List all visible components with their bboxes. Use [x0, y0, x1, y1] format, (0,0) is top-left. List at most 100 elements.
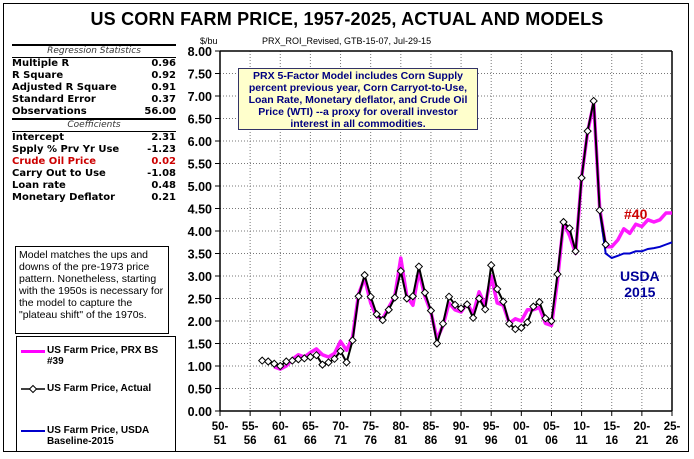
data-point-actual [336, 346, 345, 356]
coefficients-header: Coefficients [12, 120, 176, 132]
data-point-actual [270, 359, 279, 368]
x-tick-label: 71 [334, 435, 347, 447]
y-tick-label: 4.50 [188, 203, 212, 217]
y-axis-unit-label: $/bu [200, 36, 218, 46]
y-tick-label: 7.00 [188, 90, 212, 104]
x-tick-label: 26 [666, 435, 679, 447]
data-point-actual [577, 173, 586, 183]
coef-value: -1.23 [147, 144, 176, 155]
y-tick-label: 3.50 [188, 248, 212, 262]
coef-label: Intercept [12, 132, 64, 143]
coef-row: Loan rate 0.48 [12, 180, 176, 192]
coef-label: Spply % Prv Yr Use [12, 144, 120, 155]
x-tick-label: 85- [423, 421, 440, 433]
stat-label: Standard Error [12, 94, 96, 105]
stat-value: 0.91 [151, 82, 176, 93]
data-point-actual [432, 339, 442, 348]
chart-title: US CORN FARM PRICE, 1957-2025, ACTUAL AN… [90, 9, 604, 29]
stat-value: 56.00 [144, 106, 176, 117]
usda-2015-annotation: USDA 2015 [620, 268, 660, 300]
coef-value: 0.21 [151, 192, 176, 203]
x-tick-label: 65- [302, 421, 319, 433]
data-point-actual [342, 358, 351, 367]
data-point-actual [541, 314, 550, 323]
series-line-actual [262, 100, 607, 368]
legend-item-actual: US Farm Price, Actual [21, 383, 151, 394]
x-tick-label: 91 [455, 435, 468, 447]
stat-row: Standard Error 0.37 [12, 94, 176, 106]
stat-label: Adjusted R Square [12, 82, 117, 93]
data-point-actual [396, 266, 406, 276]
x-tick-label: 05- [543, 421, 560, 433]
y-tick-label: 6.50 [188, 113, 212, 127]
regression-statistics-header: Regression Statistics [12, 44, 176, 58]
x-tick-label: 60- [272, 421, 289, 433]
x-tick-label: 10- [573, 421, 590, 433]
coef-row: Spply % Prv Yr Use -1.23 [12, 144, 176, 156]
stat-label: Observations [12, 106, 87, 117]
x-tick-label: 55- [242, 421, 259, 433]
x-tick-label: 51 [214, 435, 227, 447]
legend-label: US Farm Price, USDA Baseline-2015 [47, 425, 149, 447]
x-tick-label: 21 [635, 435, 648, 447]
y-tick-label: 1.50 [188, 338, 212, 352]
x-tick-label: 11 [576, 435, 589, 447]
legend-swatch-magenta-line [21, 345, 45, 355]
series-line-prx-bs-39 [273, 101, 672, 371]
model-40-annotation: #40 [624, 206, 648, 222]
y-tick-label: 1.00 [188, 360, 212, 374]
data-point-actual [456, 304, 466, 313]
data-point-actual [276, 361, 285, 371]
data-point-actual [480, 305, 490, 314]
usda-annotation-line2: 2015 [624, 284, 656, 300]
x-tick-label: 20- [634, 421, 651, 433]
data-point-actual [384, 305, 393, 314]
stat-row: Adjusted R Square 0.91 [12, 82, 176, 94]
x-tick-label: 01 [515, 435, 528, 447]
data-point-actual [420, 288, 430, 297]
legend-item-prx: US Farm Price, PRX BS #39 [21, 345, 175, 367]
x-tick-label: 80- [392, 421, 409, 433]
coef-value: -1.08 [147, 168, 176, 179]
data-point-actual [486, 260, 496, 270]
data-point-actual [438, 319, 448, 328]
regression-statistics-table: Regression Statistics Multiple R 0.96 R S… [12, 44, 176, 204]
y-tick-label: 2.50 [188, 293, 212, 307]
data-point-actual [529, 302, 538, 311]
coef-label: Loan rate [12, 180, 66, 191]
data-point-actual [565, 224, 574, 233]
x-tick-label: 96 [485, 435, 498, 447]
x-tick-label: 06 [545, 435, 558, 447]
legend-swatch-blue-line [21, 425, 45, 435]
data-point-actual [474, 294, 484, 303]
y-tick-label: 4.00 [188, 225, 212, 239]
data-point-actual [535, 297, 544, 307]
data-point-actual [444, 292, 454, 301]
coef-label: Monetary Deflator [12, 192, 116, 203]
y-tick-label: 3.00 [188, 270, 212, 284]
x-tick-label: 76 [364, 435, 377, 447]
data-point-actual [450, 300, 460, 310]
data-point-actual [468, 313, 478, 323]
stat-value: 0.96 [151, 58, 176, 69]
chart-legend: US Farm Price, PRX BS #39 US Farm Price,… [16, 336, 176, 452]
legend-label: US Farm Price, PRX BS #39 [47, 345, 159, 367]
y-tick-label: 0.50 [188, 383, 212, 397]
data-point-actual [257, 356, 267, 365]
coef-row: Crude Oil Price 0.02 [12, 156, 176, 168]
data-point-actual [517, 323, 526, 332]
data-point-actual [559, 217, 568, 227]
x-tick-label: 86 [425, 435, 438, 447]
y-tick-label: 5.50 [188, 158, 212, 172]
x-tick-label: 66 [304, 435, 317, 447]
coef-label: Crude Oil Price [12, 156, 97, 167]
data-point-actual [378, 315, 387, 325]
y-tick-label: 6.00 [188, 135, 212, 149]
stat-label: Multiple R [12, 58, 70, 69]
model-note-box: Model matches the ups and downs of the p… [15, 246, 169, 334]
coef-label: Carry Out to Use [12, 168, 106, 179]
model-description-callout: PRX 5-Factor Model includes Corn Supply … [238, 68, 478, 130]
chart-frame [3, 3, 689, 452]
stat-value: 0.37 [151, 94, 176, 105]
stat-value: 0.92 [151, 70, 176, 81]
